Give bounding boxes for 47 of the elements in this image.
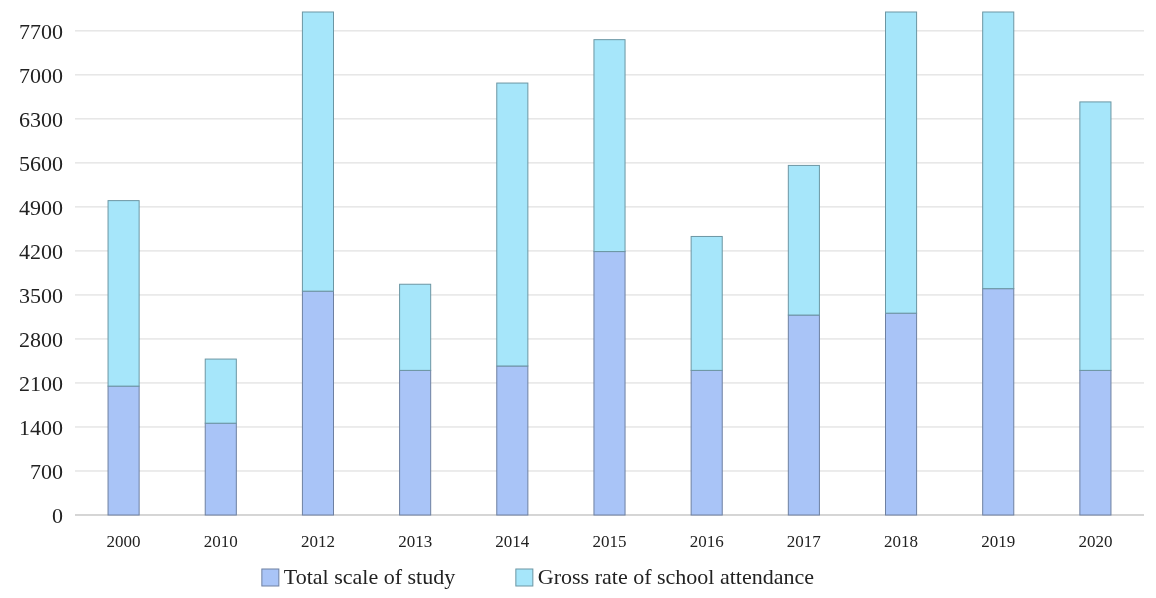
x-tick-label: 2016 [689, 532, 724, 551]
y-tick-label: 4900 [19, 194, 63, 220]
bar [204, 422, 237, 516]
bar [885, 11, 918, 314]
x-tick-label: 2017 [786, 532, 822, 551]
x-tick-label: 2020 [1078, 532, 1113, 551]
y-tick-label: 4200 [19, 238, 63, 264]
x-tick-label: 2015 [592, 532, 627, 551]
bar [690, 369, 723, 516]
bar [107, 200, 140, 387]
bar [107, 385, 140, 516]
y-tick-label: 2100 [19, 370, 63, 396]
x-tick-label: 2019 [981, 532, 1016, 551]
y-tick-label: 2800 [19, 326, 63, 352]
bar [1079, 101, 1112, 371]
x-tick-label: 2018 [884, 532, 919, 551]
bar [204, 358, 237, 424]
y-tick-label: 5600 [19, 150, 63, 176]
x-tick-label: 2000 [106, 532, 141, 551]
bar [787, 164, 820, 316]
y-tick-label: 7700 [19, 18, 63, 44]
x-tick-label: 2010 [203, 532, 238, 551]
bar [496, 82, 529, 367]
bar [593, 251, 626, 516]
bar [593, 39, 626, 253]
y-tick-label: 7000 [19, 62, 63, 88]
bar [1079, 369, 1112, 516]
x-tick-label: 2014 [495, 532, 530, 551]
bar [982, 288, 1015, 516]
bar [690, 235, 723, 371]
bar [885, 312, 918, 516]
bar [496, 365, 529, 516]
legend-label: Gross rate of school attendance [537, 564, 814, 589]
bar [787, 314, 820, 516]
x-tick-label: 2012 [300, 532, 335, 551]
y-tick-label: 0 [52, 502, 63, 528]
y-tick-label: 700 [30, 458, 63, 484]
y-tick-label: 1400 [19, 414, 63, 440]
y-tick-label: 3500 [19, 282, 63, 308]
bar [301, 290, 334, 516]
bar [982, 11, 1015, 290]
x-tick-label: 2013 [398, 532, 433, 551]
bar [399, 283, 432, 371]
y-tick-label: 6300 [19, 106, 63, 132]
legend-label: Total scale of study [283, 564, 456, 589]
bar [399, 369, 432, 516]
bar [301, 11, 334, 292]
